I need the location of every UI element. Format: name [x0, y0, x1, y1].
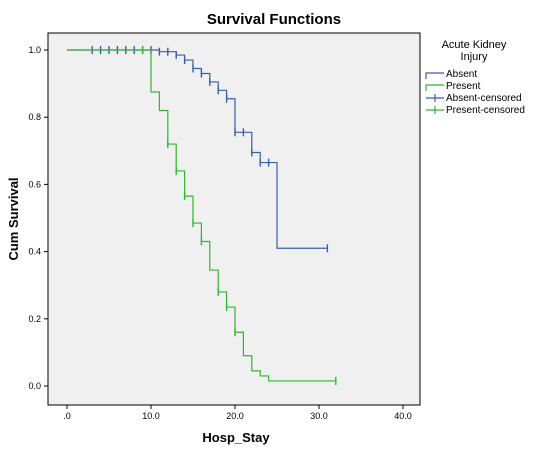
- y-tick-label: 0.4: [28, 247, 41, 257]
- x-tick-label: .0: [63, 411, 71, 421]
- curve-absent: [67, 49, 328, 249]
- legend-title-line1: Acute Kidney: [442, 39, 507, 51]
- legend-title-line2: Injury: [461, 51, 488, 63]
- y-tick-label: 0.6: [28, 179, 41, 189]
- y-tick-label: 0.8: [28, 112, 41, 122]
- x-axis-ticks: .0 10.0 20.0 30.0 40.0: [63, 405, 412, 421]
- x-tick-label: 30.0: [310, 411, 328, 421]
- x-axis-label: Hosp_Stay: [202, 430, 270, 445]
- legend-present-censored-swatch: [426, 106, 444, 114]
- y-tick-label: 0.2: [28, 314, 41, 324]
- legend-absent-swatch: [425, 72, 444, 79]
- y-tick-label: 0.0: [28, 381, 41, 391]
- chart-title: Survival Functions: [207, 11, 341, 28]
- y-axis-label: Cum Survival: [6, 177, 21, 260]
- x-tick-label: 20.0: [226, 411, 244, 421]
- legend-absent-censored-label: Absent-censored: [446, 93, 522, 104]
- y-tick-label: 1.0: [28, 45, 41, 55]
- legend-present-label: Present: [446, 81, 481, 92]
- legend: Acute Kidney Injury Absent Present Absen…: [425, 39, 525, 116]
- legend-absent-censored-swatch: [426, 94, 444, 102]
- survival-curves: [67, 46, 337, 385]
- curve-present: [67, 49, 336, 382]
- legend-present-censored-label: Present-censored: [446, 105, 525, 116]
- x-tick-label: 40.0: [394, 411, 412, 421]
- legend-absent-label: Absent: [446, 69, 477, 80]
- y-axis-ticks: 0.0 0.2 0.4 0.6 0.8 1.0: [28, 45, 48, 391]
- plot-area: [47, 32, 421, 406]
- legend-present-swatch: [425, 84, 444, 91]
- x-tick-label: 10.0: [142, 411, 160, 421]
